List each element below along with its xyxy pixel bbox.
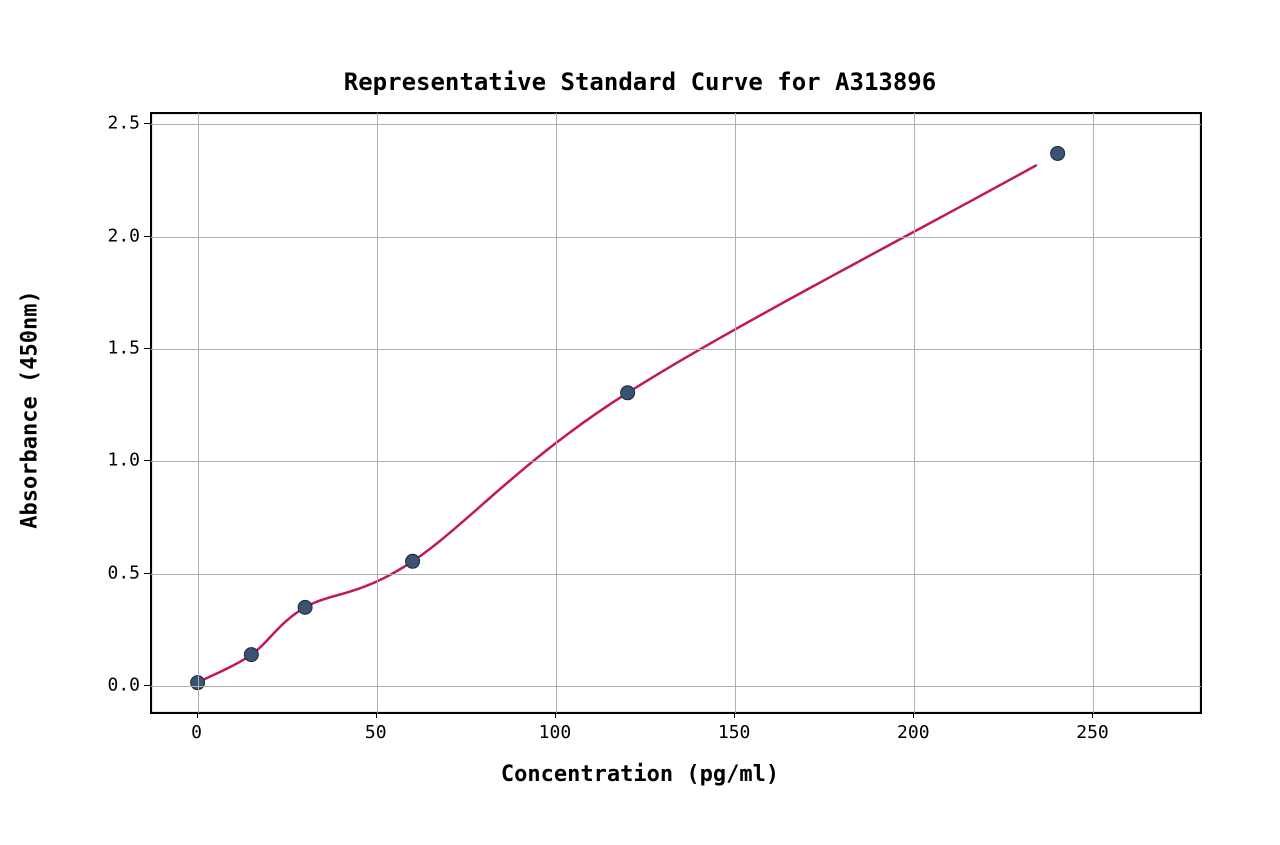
y-tick (144, 236, 150, 237)
y-tick-label: 0.5 (100, 562, 140, 583)
y-tick (144, 348, 150, 349)
gridline-v (735, 113, 736, 713)
y-tick (144, 460, 150, 461)
gridline-v (1093, 113, 1094, 713)
scatter-point (1051, 146, 1065, 160)
x-axis-label: Concentration (pg/ml) (0, 762, 1280, 787)
gridline-h (151, 574, 1201, 575)
chart-title: Representative Standard Curve for A31389… (0, 68, 1280, 96)
x-tick (734, 712, 735, 718)
scatter-point (244, 648, 258, 662)
x-tick (1092, 712, 1093, 718)
x-tick-label: 150 (718, 722, 751, 743)
gridline-v (556, 113, 557, 713)
y-tick-label: 1.0 (100, 450, 140, 471)
y-tick-label: 1.5 (100, 337, 140, 358)
gridline-v (198, 113, 199, 713)
x-tick (197, 712, 198, 718)
x-tick (913, 712, 914, 718)
y-tick (144, 123, 150, 124)
x-tick (376, 712, 377, 718)
y-axis-label: Absorbance (450nm) (18, 260, 43, 560)
y-tick (144, 685, 150, 686)
plot-border (152, 114, 1201, 713)
plot-area (150, 112, 1202, 714)
scatter-point (298, 600, 312, 614)
gridline-h (151, 686, 1201, 687)
x-tick-label: 200 (897, 722, 930, 743)
gridline-h (151, 461, 1201, 462)
x-tick-label: 100 (539, 722, 572, 743)
gridline-v (914, 113, 915, 713)
x-tick-label: 50 (365, 722, 387, 743)
x-tick-label: 0 (191, 722, 202, 743)
x-tick (555, 712, 556, 718)
gridline-h (151, 237, 1201, 238)
y-tick-label: 2.0 (100, 225, 140, 246)
x-tick-label: 250 (1076, 722, 1109, 743)
gridline-h (151, 349, 1201, 350)
scatter-point (621, 386, 635, 400)
figure: Representative Standard Curve for A31389… (0, 0, 1280, 845)
y-tick-label: 2.5 (100, 113, 140, 134)
fit-curve (198, 166, 1036, 683)
y-tick (144, 573, 150, 574)
y-tick-label: 0.0 (100, 675, 140, 696)
scatter-point (406, 554, 420, 568)
gridline-v (377, 113, 378, 713)
chart-svg (151, 113, 1201, 713)
gridline-h (151, 124, 1201, 125)
